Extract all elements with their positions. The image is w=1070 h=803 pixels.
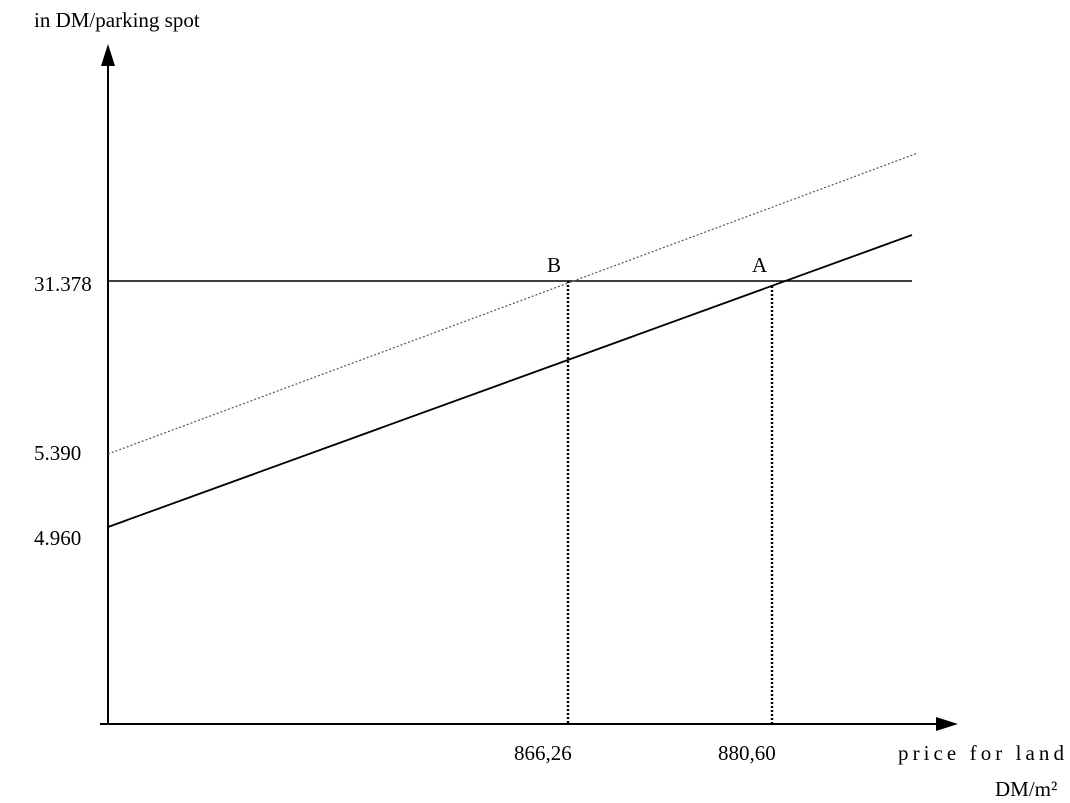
point-label-a: A: [752, 253, 768, 277]
series-solid-line: [107, 234, 913, 528]
x-tick-label: 880,60: [718, 741, 776, 765]
x-axis-arrow-icon: [936, 717, 958, 731]
y-tick-label: 4.960: [34, 526, 81, 550]
series-dotted-line: [107, 152, 919, 455]
y-axis-arrow-icon: [101, 44, 115, 66]
y-tick-label: 5.390: [34, 441, 81, 465]
x-tick-label: 866,26: [514, 741, 572, 765]
y-axis-title: in DM/parking spot: [34, 8, 200, 32]
x-axis-title-unit: DM/m²: [995, 777, 1057, 801]
x-axis-title: price for land: [898, 741, 1065, 765]
point-label-b: B: [547, 253, 561, 277]
y-tick-label: 31.378: [34, 272, 92, 296]
